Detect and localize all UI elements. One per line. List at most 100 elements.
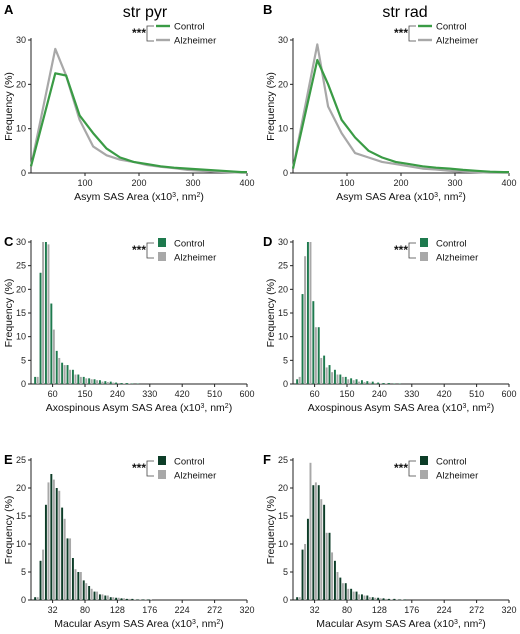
column-title-str-rad: str rad [382, 4, 427, 21]
bar-alzheimer [63, 518, 66, 600]
bar-control [317, 327, 320, 384]
bar-alzheimer [320, 357, 323, 384]
significance-stars: *** [394, 26, 408, 40]
bar-control [50, 474, 53, 600]
bar-control [109, 597, 112, 600]
legend-swatch-alzheimer [420, 470, 428, 479]
bar-alzheimer [144, 599, 147, 600]
legend-label-alzheimer: Alzheimer [436, 253, 478, 264]
y-axis-title: Frequency (%) [265, 72, 277, 141]
bar-control [44, 242, 47, 384]
bar-alzheimer [36, 376, 39, 384]
bar-control [371, 597, 374, 600]
bar-control [301, 294, 304, 384]
y-tick-label: 15 [16, 308, 26, 318]
bar-control [344, 376, 347, 384]
bar-control [350, 588, 353, 600]
panel-letter-b: B [263, 2, 272, 17]
y-tick-label: 10 [278, 124, 288, 134]
bar-control [104, 381, 107, 384]
x-tick-label: 32 [310, 605, 320, 615]
bar-alzheimer [325, 532, 328, 600]
bar-control [61, 507, 64, 600]
legend-label-alzheimer: Alzheimer [174, 36, 216, 47]
y-tick-label: 20 [278, 284, 288, 294]
bar-alzheimer [304, 256, 307, 384]
panel-letter-f: F [263, 452, 271, 467]
legend-label-alzheimer: Alzheimer [436, 471, 478, 482]
bar-control [66, 538, 69, 600]
bar-control [93, 379, 96, 384]
bar-alzheimer [133, 599, 136, 600]
series-line-control [291, 58, 509, 174]
bar-alzheimer [341, 376, 344, 384]
bar-control [34, 376, 37, 384]
legend-swatch-alzheimer [158, 470, 166, 479]
bar-control [39, 272, 42, 384]
bar-alzheimer [374, 597, 377, 600]
legend-swatch-control [420, 238, 428, 247]
bar-alzheimer [150, 599, 153, 600]
bar-alzheimer [298, 376, 301, 384]
bar-control [115, 382, 118, 384]
bar-control [350, 378, 353, 384]
legend-label-control: Control [174, 239, 205, 250]
x-tick-label: 420 [175, 389, 190, 399]
x-tick-label: 400 [239, 178, 254, 188]
bar-alzheimer [96, 591, 99, 600]
y-tick-label: 10 [16, 539, 26, 549]
x-tick-label: 600 [501, 389, 516, 399]
x-tick-label: 240 [110, 389, 125, 399]
y-tick-label: 30 [16, 35, 26, 45]
bar-control [377, 382, 380, 384]
significance-bracket [408, 242, 416, 259]
panel-e: E 0 5 10 15 20 25 32 80 128 176 224 272 320 Macular As… [3, 452, 255, 630]
bar-control [404, 599, 407, 600]
y-tick-label: 5 [21, 567, 26, 577]
bar-alzheimer [358, 594, 361, 600]
bar-control [398, 599, 401, 600]
bar-alzheimer [320, 499, 323, 600]
x-tick-label: 320 [239, 605, 254, 615]
panel-letter-e: E [4, 452, 13, 467]
bar-control [333, 560, 336, 600]
x-tick-label: 224 [175, 605, 190, 615]
bar-control [301, 549, 304, 600]
x-tick-label: 176 [404, 605, 419, 615]
bar-alzheimer [385, 598, 388, 600]
bar-alzheimer [352, 380, 355, 384]
bar-alzheimer [363, 595, 366, 600]
significance-bracket [408, 460, 416, 477]
bar-alzheimer [347, 379, 350, 384]
bar-control [98, 594, 101, 600]
bar-control [98, 380, 101, 384]
x-tick-label: 100 [339, 178, 354, 188]
bar-alzheimer [112, 382, 115, 384]
bar-control [71, 369, 74, 384]
bar-alzheimer [52, 329, 55, 384]
legend-label-control: Control [436, 457, 467, 468]
panel-f: F 0 5 10 15 20 25 32 80 128 176 224 272 320 Macular As… [263, 452, 517, 630]
bar-control [71, 558, 74, 600]
bar-control [306, 518, 309, 600]
y-tick-label: 0 [283, 379, 288, 389]
bar-control [104, 595, 107, 600]
bar-alzheimer [368, 597, 371, 600]
x-tick-label: 400 [501, 178, 516, 188]
legend: *** Control Alzheimer [132, 22, 216, 47]
y-tick-label: 0 [283, 595, 288, 605]
y-tick-label: 30 [278, 35, 288, 45]
bar-control [333, 369, 336, 384]
x-axis-title: Asym SAS Area (x103, nm2) [336, 191, 466, 203]
x-tick-label: 330 [404, 389, 419, 399]
bar-alzheimer [112, 597, 115, 600]
bar-alzheimer [106, 595, 109, 600]
legend-label-control: Control [436, 239, 467, 250]
bar-alzheimer [379, 598, 382, 600]
bar-control [323, 504, 326, 600]
y-axis-title: Frequency (%) [3, 72, 15, 141]
bar-control [387, 598, 390, 600]
bar-control [82, 376, 85, 384]
panel-a: A 0 10 20 30 100 200 300 400 Asym SAS Area (x103,… [3, 2, 255, 203]
